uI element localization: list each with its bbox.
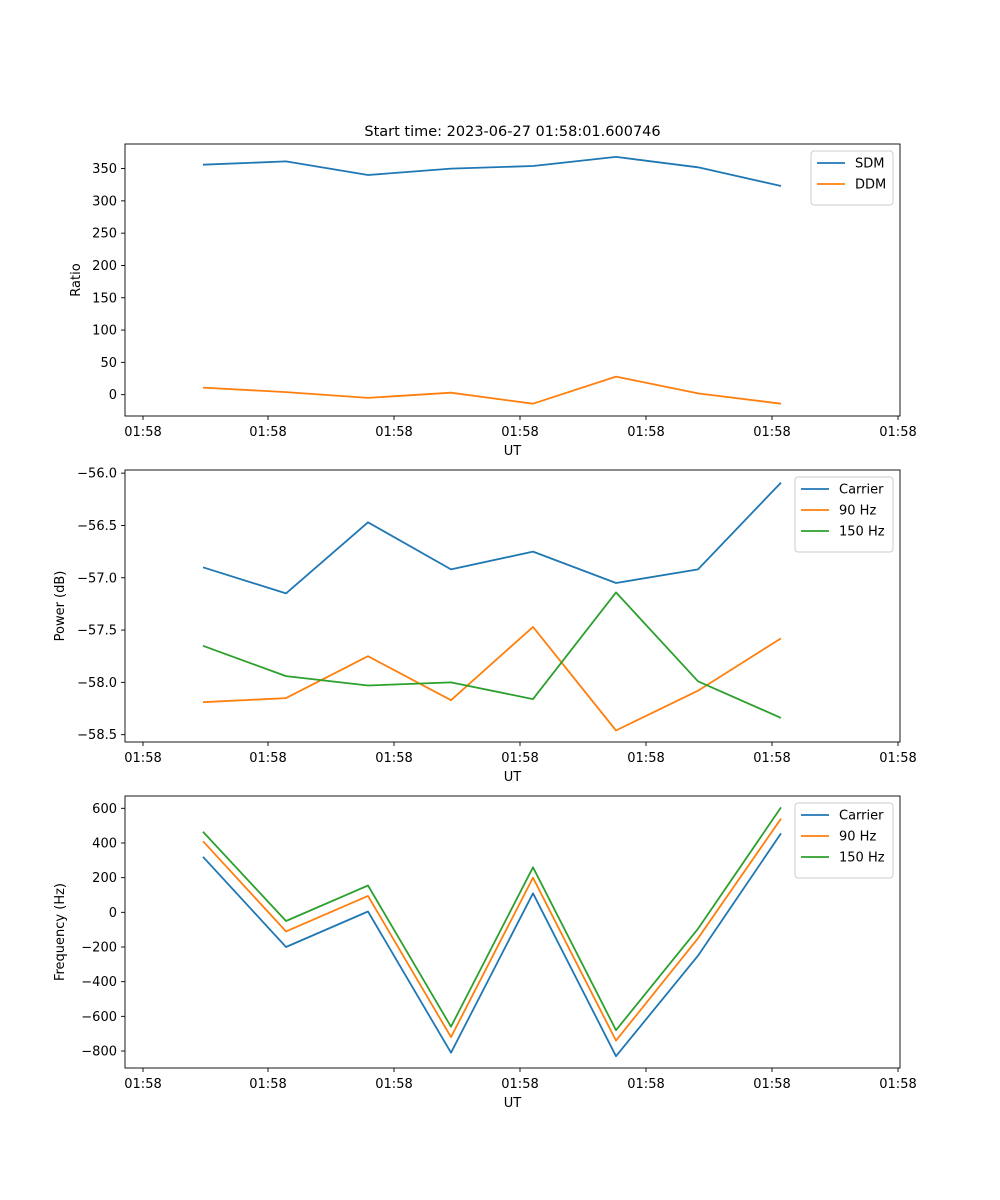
x-tick-label: 01:58 xyxy=(124,1077,161,1092)
chart-panel-3: 01:58 01:58 01:58 01:58 01:58 01:58 01:58 UT −80… xyxy=(53,795,917,1111)
y-tick-label: −200 xyxy=(81,940,117,955)
y-tick-label: 0 xyxy=(109,388,117,403)
x-axis-label: UT xyxy=(504,1096,522,1111)
legend: Carrier 90 Hz 150 Hz xyxy=(794,802,894,879)
legend-label: 90 Hz xyxy=(839,504,876,519)
legend: Carrier 90 Hz 150 Hz xyxy=(794,476,894,553)
series-line-150-hz xyxy=(202,591,782,719)
x-tick-label: 01:58 xyxy=(249,751,286,766)
y-tick-label: 600 xyxy=(92,802,117,817)
legend-label: Carrier xyxy=(839,809,884,824)
y-tick-label: 200 xyxy=(92,871,117,886)
x-tick-label: 01:58 xyxy=(879,1077,916,1092)
series-line-90-hz xyxy=(202,626,782,732)
series-line-90-hz xyxy=(202,818,782,1042)
y-tick-label: −57.5 xyxy=(77,624,117,639)
legend-label: DDM xyxy=(855,178,886,193)
y-tick-label: 200 xyxy=(92,259,117,274)
y-tick-label: 250 xyxy=(92,227,117,242)
x-tick-label: 01:58 xyxy=(627,751,664,766)
x-tick-label: 01:58 xyxy=(753,1077,790,1092)
y-tick-label: 150 xyxy=(92,291,117,306)
y-tick-label: −56.0 xyxy=(77,467,117,482)
series-line-150-hz xyxy=(202,806,782,1032)
x-tick-label: 01:58 xyxy=(501,751,538,766)
x-tick-label: 01:58 xyxy=(249,425,286,440)
legend-label: 150 Hz xyxy=(839,851,885,866)
x-tick-label: 01:58 xyxy=(627,1077,664,1092)
y-tick-label: −400 xyxy=(81,975,117,990)
x-tick-label: 01:58 xyxy=(753,425,790,440)
axes-frame xyxy=(124,795,901,1069)
axes-frame xyxy=(124,143,901,417)
legend-label: 150 Hz xyxy=(839,525,885,540)
x-tick-label: 01:58 xyxy=(879,425,916,440)
legend-box xyxy=(794,802,894,879)
y-tick-label: 300 xyxy=(92,194,117,209)
y-tick-label: −56.5 xyxy=(77,519,117,534)
x-tick-label: 01:58 xyxy=(124,751,161,766)
y-tick-label: 100 xyxy=(92,324,117,339)
x-axis-label: UT xyxy=(504,444,522,459)
x-tick-label: 01:58 xyxy=(753,751,790,766)
y-tick-label: −58.5 xyxy=(77,728,117,743)
y-axis-label: Frequency (Hz) xyxy=(53,883,68,981)
x-tick-label: 01:58 xyxy=(879,751,916,766)
series-line-ddm xyxy=(202,375,782,405)
legend-box xyxy=(794,476,894,553)
x-tick-label: 01:58 xyxy=(627,425,664,440)
y-tick-label: 400 xyxy=(92,836,117,851)
legend-label: SDM xyxy=(855,157,884,172)
legend-label: Carrier xyxy=(839,483,884,498)
chart-panel-1: 01:58 01:58 01:58 01:58 01:58 01:58 01:58 UT 0 50… xyxy=(69,143,917,459)
y-tick-label: −600 xyxy=(81,1010,117,1025)
series-line-carrier xyxy=(202,481,782,595)
chart-title: Start time: 2023-06-27 01:58:01.600746 xyxy=(364,124,660,140)
x-tick-label: 01:58 xyxy=(501,1077,538,1092)
axes-frame xyxy=(124,469,901,743)
x-tick-label: 01:58 xyxy=(375,425,412,440)
legend: SDM DDM xyxy=(810,150,894,206)
y-tick-label: 0 xyxy=(109,906,117,921)
x-axis-label: UT xyxy=(504,770,522,785)
y-tick-label: −57.0 xyxy=(77,571,117,586)
chart-panel-2: 01:58 01:58 01:58 01:58 01:58 01:58 01:58 UT −58… xyxy=(53,467,917,785)
legend-box xyxy=(810,150,894,206)
legend-label: 90 Hz xyxy=(839,830,876,845)
x-tick-label: 01:58 xyxy=(124,425,161,440)
y-tick-label: −800 xyxy=(81,1045,117,1060)
x-tick-label: 01:58 xyxy=(375,1077,412,1092)
y-tick-label: 50 xyxy=(100,356,117,371)
x-tick-label: 01:58 xyxy=(375,751,412,766)
y-tick-label: 350 xyxy=(92,162,117,177)
x-tick-label: 01:58 xyxy=(249,1077,286,1092)
y-tick-label: −58.0 xyxy=(77,676,117,691)
series-line-carrier xyxy=(202,832,782,1058)
x-tick-label: 01:58 xyxy=(501,425,538,440)
series-line-sdm xyxy=(202,155,782,187)
y-axis-label: Power (dB) xyxy=(53,571,68,642)
y-axis-label: Ratio xyxy=(69,263,84,296)
